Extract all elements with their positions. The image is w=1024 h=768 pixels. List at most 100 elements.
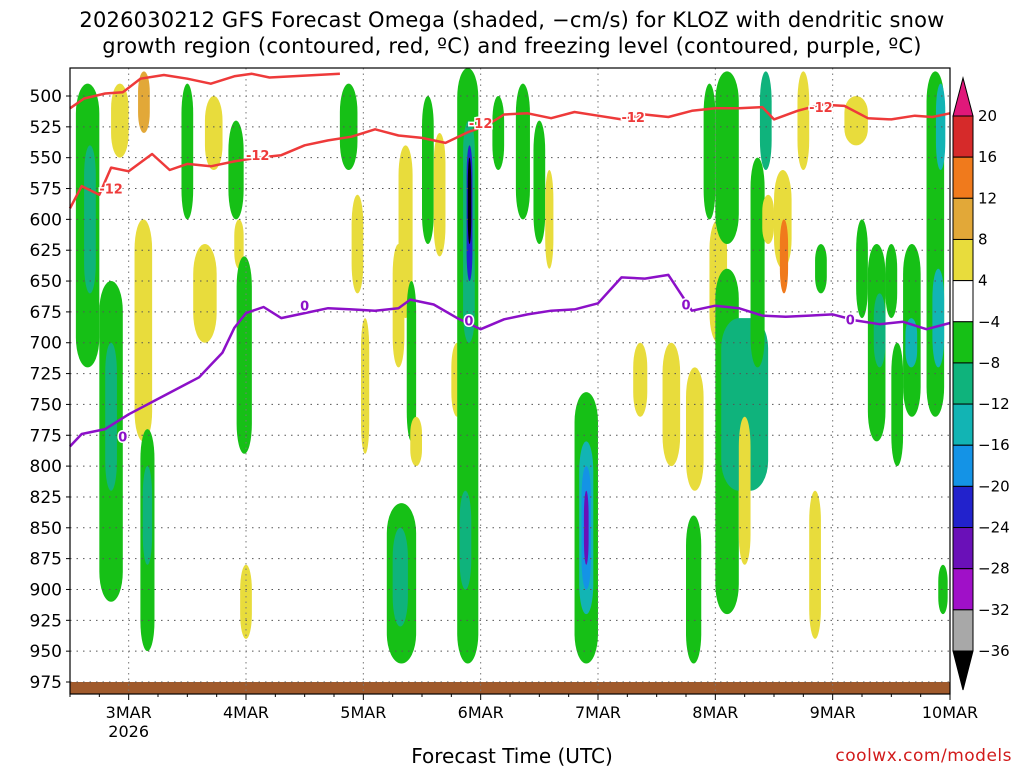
omega-cell-58 <box>815 244 827 294</box>
contours: -12 -12 -12 -12 -12 0 0 0 0 0 <box>68 72 951 448</box>
colorbar-label-10: −24 <box>978 519 1010 537</box>
omega-cell-63 <box>885 244 898 319</box>
omega-cell-50 <box>738 416 751 565</box>
x-tick-label-4MAR: 4MAR <box>223 703 269 722</box>
chart-title-line-2: growth region (contoured, red, ºC) and f… <box>102 34 922 58</box>
ground-surface <box>70 682 950 694</box>
dgz-contour-label: -12 <box>621 111 645 126</box>
y-tick-label-625: 625 <box>30 241 62 261</box>
omega-cell-9 <box>181 83 194 220</box>
y-tick-label-700: 700 <box>30 334 62 354</box>
y-tick-label-825: 825 <box>30 488 62 508</box>
colorbar-bin-4 <box>952 280 974 323</box>
source-credit[interactable]: coolwx.com/models <box>835 746 1012 766</box>
colorbar-label-0: 20 <box>978 107 997 125</box>
omega-cell-24 <box>392 527 408 627</box>
freezing-level-label: 0 <box>300 300 309 315</box>
omega-cell-8 <box>142 466 153 565</box>
omega-cell-52 <box>759 71 772 171</box>
x-tick-label-7MAR: 7MAR <box>575 703 621 722</box>
colorbar-bin-3 <box>952 238 974 282</box>
omega-cell-11 <box>204 96 223 171</box>
colorbar-bin-12 <box>952 609 974 652</box>
omega-cell-43 <box>686 367 704 491</box>
colorbar-bin-0 <box>952 115 974 158</box>
omega-cell-45 <box>703 83 716 220</box>
omega-cell-16 <box>339 83 358 171</box>
x-axis-label: Forecast Time (UTC) <box>411 744 613 768</box>
colorbar-label-13: −36 <box>978 642 1010 660</box>
omega-cell-17 <box>351 194 364 294</box>
y-tick-label-525: 525 <box>30 118 62 138</box>
y-tick-label-600: 600 <box>30 210 62 230</box>
colorbar-top-arrow <box>952 76 974 117</box>
colorbar-label-2: 12 <box>978 189 997 207</box>
omega-cell-4 <box>111 83 129 158</box>
y-tick-label-550: 550 <box>30 149 62 169</box>
colorbar-bin-9 <box>952 485 974 529</box>
freezing-level-label: 0 <box>464 315 473 330</box>
dgz-contour-lower <box>68 103 951 209</box>
x-tick-sublabel-year: 2026 <box>108 722 149 741</box>
omega-cell-66 <box>905 318 918 368</box>
omega-cell-70 <box>938 564 948 615</box>
colorbar-label-5: −4 <box>978 313 1000 331</box>
colorbar-label-11: −28 <box>978 560 1010 578</box>
omega-cell-57 <box>809 490 821 639</box>
x-tick-label-6MAR: 6MAR <box>458 703 504 722</box>
omega-cell-59 <box>844 96 868 146</box>
omega-cell-6 <box>138 71 150 134</box>
y-tick-label-875: 875 <box>30 550 62 570</box>
y-tick-label-925: 925 <box>30 611 62 631</box>
omega-cell-64 <box>891 342 904 467</box>
dgz-contour-label: -12 <box>469 117 493 132</box>
x-tick-label-3MAR: 3MAR <box>106 703 152 722</box>
colorbar-bottom-arrow <box>952 650 974 691</box>
colorbar-bin-6 <box>952 362 974 405</box>
x-tick-label-9MAR: 9MAR <box>810 703 856 722</box>
y-axis: 500 525 550 575 600 625 650 675 700 725 750 775 800 8… <box>30 87 70 693</box>
x-tick-label-5MAR: 5MAR <box>340 703 386 722</box>
dgz-contour-label: -12 <box>809 101 833 116</box>
omega-cell-12 <box>228 120 244 220</box>
colorbar-label-9: −20 <box>978 477 1010 495</box>
y-tick-label-575: 575 <box>30 180 62 200</box>
y-tick-label-850: 850 <box>30 519 62 539</box>
omega-cell-35 <box>533 120 546 245</box>
omega-cell-3 <box>105 342 117 491</box>
freezing-level-label: 0 <box>846 313 855 328</box>
y-tick-label-950: 950 <box>30 642 62 662</box>
omega-cell-44 <box>686 515 702 664</box>
omega-cell-36 <box>545 170 554 269</box>
colorbar-label-1: 16 <box>978 148 997 166</box>
omega-cell-68 <box>935 83 946 171</box>
omega-cell-41 <box>633 342 648 417</box>
y-tick-label-650: 650 <box>30 272 62 292</box>
omega-cell-32 <box>459 490 472 590</box>
colorbar-label-8: −16 <box>978 436 1010 454</box>
omega-cell-31 <box>467 157 472 245</box>
omega-cell-14 <box>236 256 252 454</box>
x-tick-label-10MAR: 10MAR <box>922 703 978 722</box>
omega-cell-26 <box>433 133 446 257</box>
y-tick-label-675: 675 <box>30 303 62 323</box>
omega-cell-62 <box>873 293 886 368</box>
omega-cell-69 <box>932 268 945 368</box>
omega-cell-34 <box>515 83 530 220</box>
omega-cell-40 <box>583 490 589 565</box>
omega-cell-18 <box>360 318 370 454</box>
y-tick-label-500: 500 <box>30 87 62 107</box>
y-tick-label-800: 800 <box>30 457 62 477</box>
omega-cell-55 <box>779 219 789 294</box>
omega-cell-51 <box>750 157 765 368</box>
y-tick-label-750: 750 <box>30 395 62 415</box>
colorbar-bin-2 <box>952 197 974 240</box>
omega-cell-33 <box>492 96 505 171</box>
colorbar-bin-10 <box>952 527 974 570</box>
y-tick-label-775: 775 <box>30 426 62 446</box>
y-tick-label-900: 900 <box>30 580 62 600</box>
omega-cell-21 <box>406 281 417 442</box>
colorbar: 20 16 12 8 4 −4 −8 −12 −16 −20 −24 −28 −32 −36 <box>952 76 1010 691</box>
colorbar-label-4: 4 <box>978 272 988 290</box>
